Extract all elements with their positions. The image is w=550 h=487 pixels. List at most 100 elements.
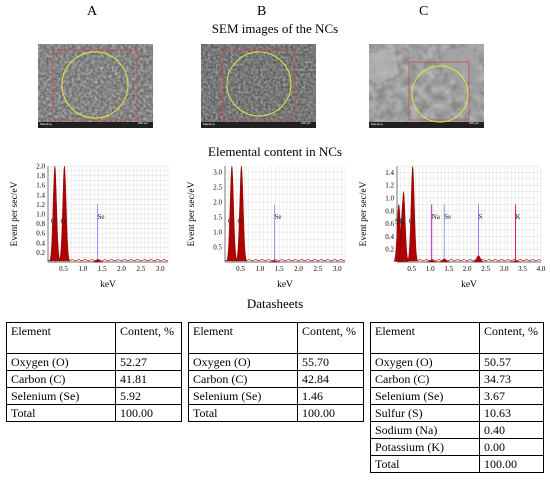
y-tick-label: 0.2 xyxy=(36,249,45,257)
x-tick-label: 2.0 xyxy=(294,265,303,273)
element-cell: Carbon (C) xyxy=(6,370,116,388)
datasheet-table-b: Element Content, % Oxygen (O) 55.70 Carbo… xyxy=(188,322,364,422)
content-cell: 41.81 xyxy=(115,370,182,388)
x-tick-label: 3.0 xyxy=(156,265,165,273)
peak-label-se: Se xyxy=(444,213,451,221)
element-cell: Sodium (Na) xyxy=(370,421,480,439)
element-cell: Carbon (C) xyxy=(188,370,298,388)
eds-chart-a: C O Se 0.5 1.0 1.5 2.0 2.5 3.0 0.2 0.4 0.6 0.8 1.0 1.2… xyxy=(4,162,174,295)
content-cell: 100.00 xyxy=(115,404,182,422)
peak-label-c: C xyxy=(228,218,233,226)
sem-image-a-graphic xyxy=(38,44,153,128)
x-tick-label: 2.0 xyxy=(117,265,126,273)
table-row: Selenium (Se) 5.92 xyxy=(6,387,182,405)
x-axis-label: keV xyxy=(100,280,116,290)
table-row: Total 100.00 xyxy=(188,404,364,422)
y-axis-label: Event per sec/eV xyxy=(10,181,20,246)
x-tick-label: 1.5 xyxy=(444,265,453,273)
y-tick-label: 2.5 xyxy=(213,184,222,192)
peak-label-se: Se xyxy=(98,213,105,221)
eds-chart-c: S K C O Na Se S K 0.5 1.0 1.5 2.0 2.5 3.0 3.5 4.0 0.2 0.4… xyxy=(353,162,547,295)
y-tick-label: 0.8 xyxy=(36,220,45,228)
spectrum-peak-na xyxy=(426,259,438,263)
y-tick-label: 1.0 xyxy=(385,195,394,203)
y-tick-label: 0.8 xyxy=(385,207,394,215)
content-cell: 0.00 xyxy=(479,438,544,456)
element-cell: Total xyxy=(6,404,116,422)
peak-label-se: Se xyxy=(275,213,282,221)
y-tick-label: 0.6 xyxy=(385,220,394,228)
column-header-element: Element xyxy=(370,322,480,354)
spectrum-peak-se xyxy=(268,260,281,263)
y-tick-label: 0.4 xyxy=(385,233,394,241)
x-tick-label: 1.0 xyxy=(426,265,435,273)
datasheets-section-title: Datasheets xyxy=(246,296,304,311)
sem-a-caption: Mapping xyxy=(40,122,52,126)
element-cell: Carbon (C) xyxy=(370,370,480,388)
peak-label-k: K xyxy=(516,213,521,221)
table-row: Oxygen (O) 55.70 xyxy=(188,353,364,371)
element-cell: Total xyxy=(188,404,298,422)
y-tick-label: 1.2 xyxy=(36,201,45,209)
content-cell: 1.46 xyxy=(297,387,364,405)
column-header-content: Content, % xyxy=(297,322,364,354)
panel-label-c: C xyxy=(419,4,429,19)
element-cell: Selenium (Se) xyxy=(370,387,480,405)
sem-image-b-graphic xyxy=(201,44,316,128)
sem-c-caption: Mapping xyxy=(371,122,383,126)
y-tick-label: 1.8 xyxy=(36,172,45,180)
element-cell: Sulfur (S) xyxy=(370,404,480,422)
y-tick-label: 3.0 xyxy=(213,169,222,177)
content-cell: 34.73 xyxy=(479,370,544,388)
peak-label-o: O xyxy=(409,218,414,226)
x-tick-label: 2.5 xyxy=(481,265,490,273)
datasheet-table-c: Element Content, % Oxygen (O) 50.57 Carbo… xyxy=(370,322,544,473)
y-tick-label: 1.0 xyxy=(36,211,45,219)
spectrum-peak-c xyxy=(398,191,409,262)
sem-c-scale: 200 µm xyxy=(468,121,479,125)
element-cell: Total xyxy=(370,455,480,473)
spectrum-peak-c xyxy=(49,165,61,262)
sem-b-scale: 200 µm xyxy=(300,121,311,125)
element-cell: Potassium (K) xyxy=(370,438,480,456)
table-row: Carbon (C) 41.81 xyxy=(6,370,182,388)
peak-label-k: K xyxy=(399,218,404,226)
content-cell: 52.27 xyxy=(115,353,182,371)
column-header-element: Element xyxy=(6,322,116,354)
sem-image-a: Mapping 200 µm xyxy=(38,44,153,128)
y-axis-label: Event per sec/eV xyxy=(187,181,197,246)
table-header-row: Element Content, % xyxy=(188,322,364,354)
element-cell: Oxygen (O) xyxy=(370,353,480,371)
x-tick-label: 1.5 xyxy=(98,265,107,273)
y-tick-label: 0.6 xyxy=(36,230,45,238)
x-tick-label: 1.5 xyxy=(275,265,284,273)
x-tick-label: 2.5 xyxy=(137,265,146,273)
table-row: Selenium (Se) 3.67 xyxy=(370,387,544,405)
column-header-content: Content, % xyxy=(479,322,544,354)
spectrum-baseline xyxy=(396,259,542,262)
sem-section-title: SEM images of the NCs xyxy=(211,21,339,36)
y-tick-label: 2.0 xyxy=(36,163,45,171)
y-tick-label: 0.5 xyxy=(213,244,222,252)
y-tick-label: 0.2 xyxy=(385,246,394,254)
peak-label-c: C xyxy=(400,218,405,226)
eds-chart-b-svg: C O Se 0.5 1.0 1.5 2.0 2.5 3.0 0.5 1.0 1.5 2.0 2.5 3.0… xyxy=(187,165,346,290)
x-tick-label: 3.0 xyxy=(333,265,342,273)
elemental-section-title: Elemental content in NCs xyxy=(208,144,342,159)
y-tick-label: 1.5 xyxy=(213,214,222,222)
eds-chart-c-svg: S KC ONa Se S K0.5 1.0 1.5 2.0 2.5 3.0 3.5 4.00.20.4… xyxy=(359,165,546,290)
table-row: Total 100.00 xyxy=(370,455,544,473)
content-cell: 0.40 xyxy=(479,421,544,439)
table-row: Oxygen (O) 52.27 xyxy=(6,353,182,371)
x-tick-label: 0.5 xyxy=(236,265,245,273)
x-tick-label: 4.0 xyxy=(537,265,546,273)
y-axis-label: Event per sec/eV xyxy=(359,181,369,246)
content-cell: 100.00 xyxy=(297,404,364,422)
table-row: Carbon (C) 34.73 xyxy=(370,370,544,388)
spectrum-baseline xyxy=(47,259,169,262)
sem-a-scale: 200 µm xyxy=(137,121,148,125)
table-row: Total 100.00 xyxy=(6,404,182,422)
sem-b-caption: Mapping xyxy=(203,122,215,126)
x-tick-label: 2.5 xyxy=(314,265,323,273)
